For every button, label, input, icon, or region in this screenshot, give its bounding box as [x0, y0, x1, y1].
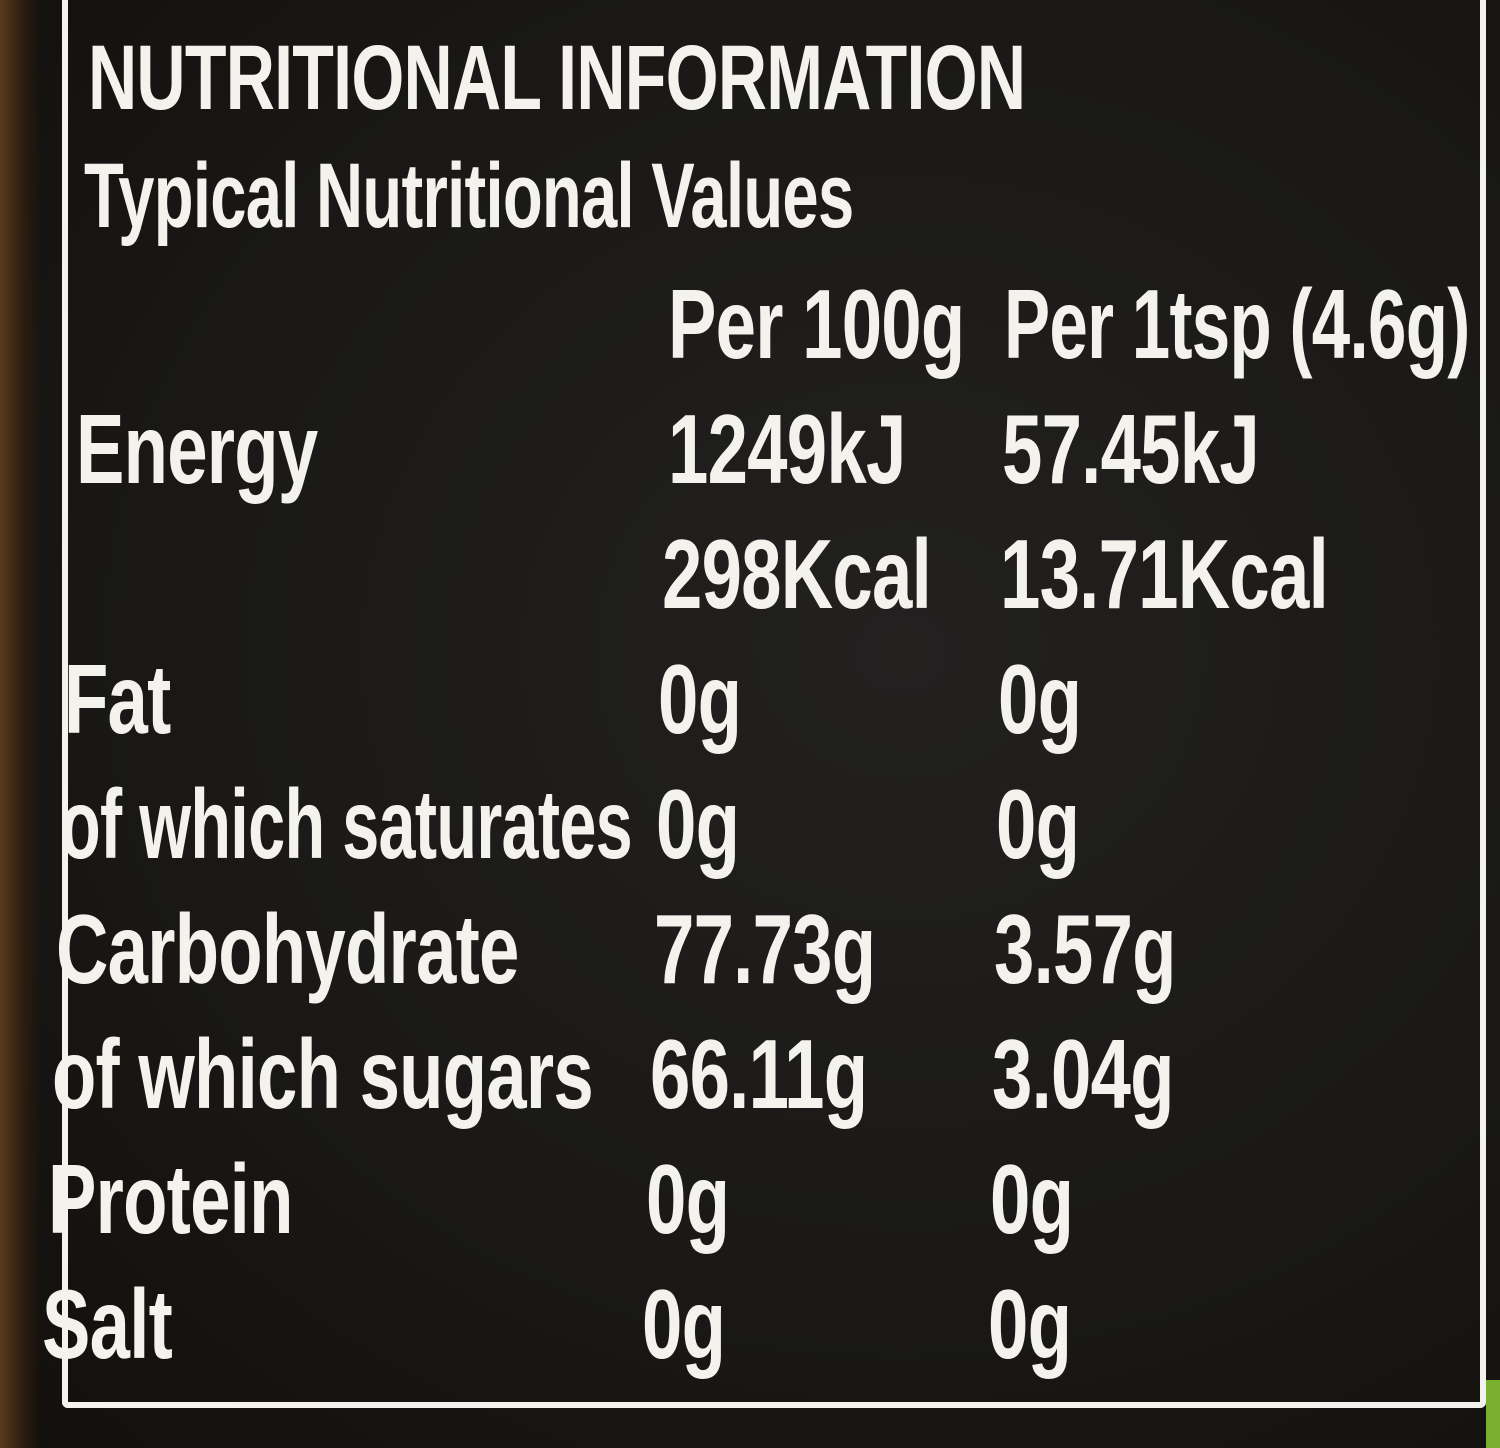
row-value-per-100g: 66.11g — [650, 1019, 868, 1129]
row-value-per-100g: 298Kcal — [662, 519, 932, 629]
column-header-per-100g: Per 100g — [668, 269, 965, 379]
row-value-per-serving: 0g — [996, 769, 1080, 879]
row-label: Fat — [64, 644, 171, 754]
row-value-per-100g: 0g — [658, 644, 742, 754]
row-label: Protein — [48, 1144, 293, 1254]
row-label: of which saturates — [60, 769, 633, 879]
package-edge-green — [1486, 1380, 1500, 1448]
row-value-per-serving: 0g — [990, 1144, 1074, 1254]
row-value-per-serving: 0g — [998, 644, 1082, 754]
row-value-per-serving: 3.04g — [992, 1019, 1174, 1129]
row-value-per-serving: 57.45kJ — [1002, 394, 1260, 504]
package-edge — [0, 0, 40, 1448]
row-value-per-100g: 0g — [646, 1144, 730, 1254]
row-value-per-100g: 0g — [656, 769, 740, 879]
row-value-per-serving: 0g — [988, 1269, 1072, 1379]
row-value-per-serving: 13.71Kcal — [1000, 519, 1329, 629]
row-label: Salt — [42, 1269, 173, 1379]
row-value-per-serving: 3.57g — [994, 894, 1176, 1004]
label-title: NUTRITIONAL INFORMATION — [88, 27, 1026, 129]
row-label: of which sugars — [52, 1019, 594, 1129]
label-subtitle: Typical Nutritional Values — [84, 145, 854, 247]
row-value-per-100g: 0g — [642, 1269, 726, 1379]
row-label: Energy — [76, 394, 318, 504]
row-value-per-100g: 77.73g — [654, 894, 876, 1004]
row-label: Carbohydrate — [56, 894, 519, 1004]
column-header-per-serving: Per 1tsp (4.6g) — [1004, 269, 1470, 379]
label-border — [62, 0, 1486, 1408]
row-value-per-100g: 1249kJ — [668, 394, 906, 504]
